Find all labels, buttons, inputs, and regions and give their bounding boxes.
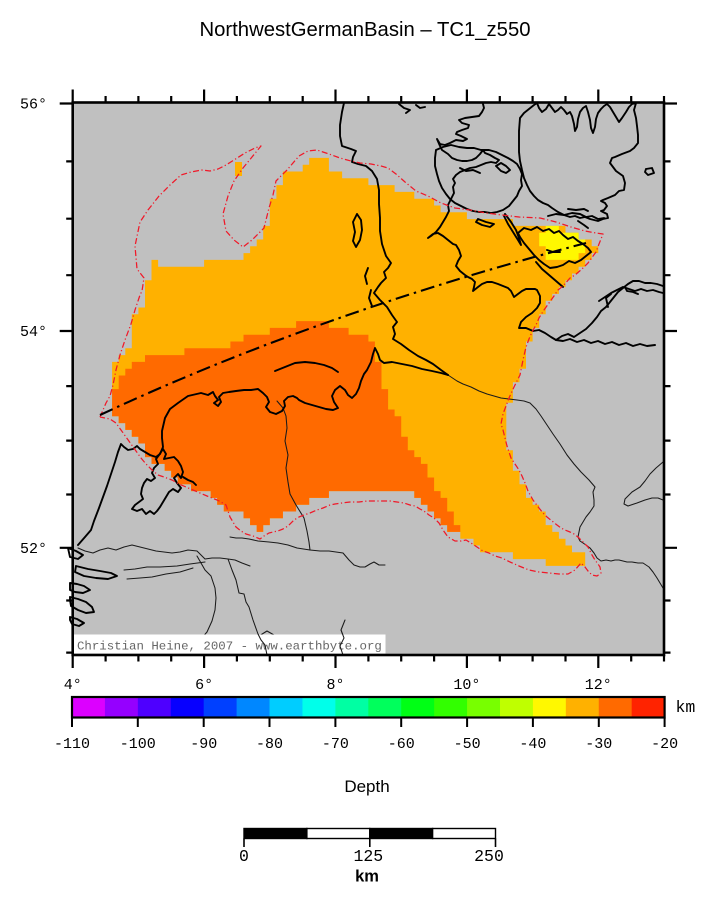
svg-text:-60: -60 (388, 736, 415, 753)
svg-text:52°: 52° (20, 541, 47, 558)
svg-text:-80: -80 (256, 736, 283, 753)
svg-text:0: 0 (239, 847, 249, 866)
svg-text:-20: -20 (651, 736, 678, 753)
svg-text:-110: -110 (54, 736, 90, 753)
svg-text:-30: -30 (585, 736, 612, 753)
svg-text:8°: 8° (326, 677, 344, 694)
svg-text:10°: 10° (453, 677, 480, 694)
svg-text:Christian Heine, 2007 - www.ea: Christian Heine, 2007 - www.earthbyte.or… (77, 640, 382, 654)
svg-text:-40: -40 (519, 736, 546, 753)
svg-text:4°: 4° (64, 677, 82, 694)
svg-text:-90: -90 (190, 736, 217, 753)
svg-text:6°: 6° (195, 677, 213, 694)
svg-text:12°: 12° (585, 677, 612, 694)
svg-text:-100: -100 (120, 736, 156, 753)
svg-text:km: km (355, 868, 379, 886)
svg-text:-70: -70 (322, 736, 349, 753)
svg-text:54°: 54° (20, 324, 47, 341)
svg-text:Depth: Depth (344, 777, 389, 796)
svg-text:-50: -50 (454, 736, 481, 753)
svg-text:NorthwestGermanBasin – TC1_z55: NorthwestGermanBasin – TC1_z550 (199, 19, 530, 41)
svg-text:56°: 56° (20, 97, 47, 114)
svg-text:125: 125 (353, 847, 383, 866)
svg-text:km: km (676, 698, 696, 717)
svg-text:250: 250 (474, 847, 504, 866)
